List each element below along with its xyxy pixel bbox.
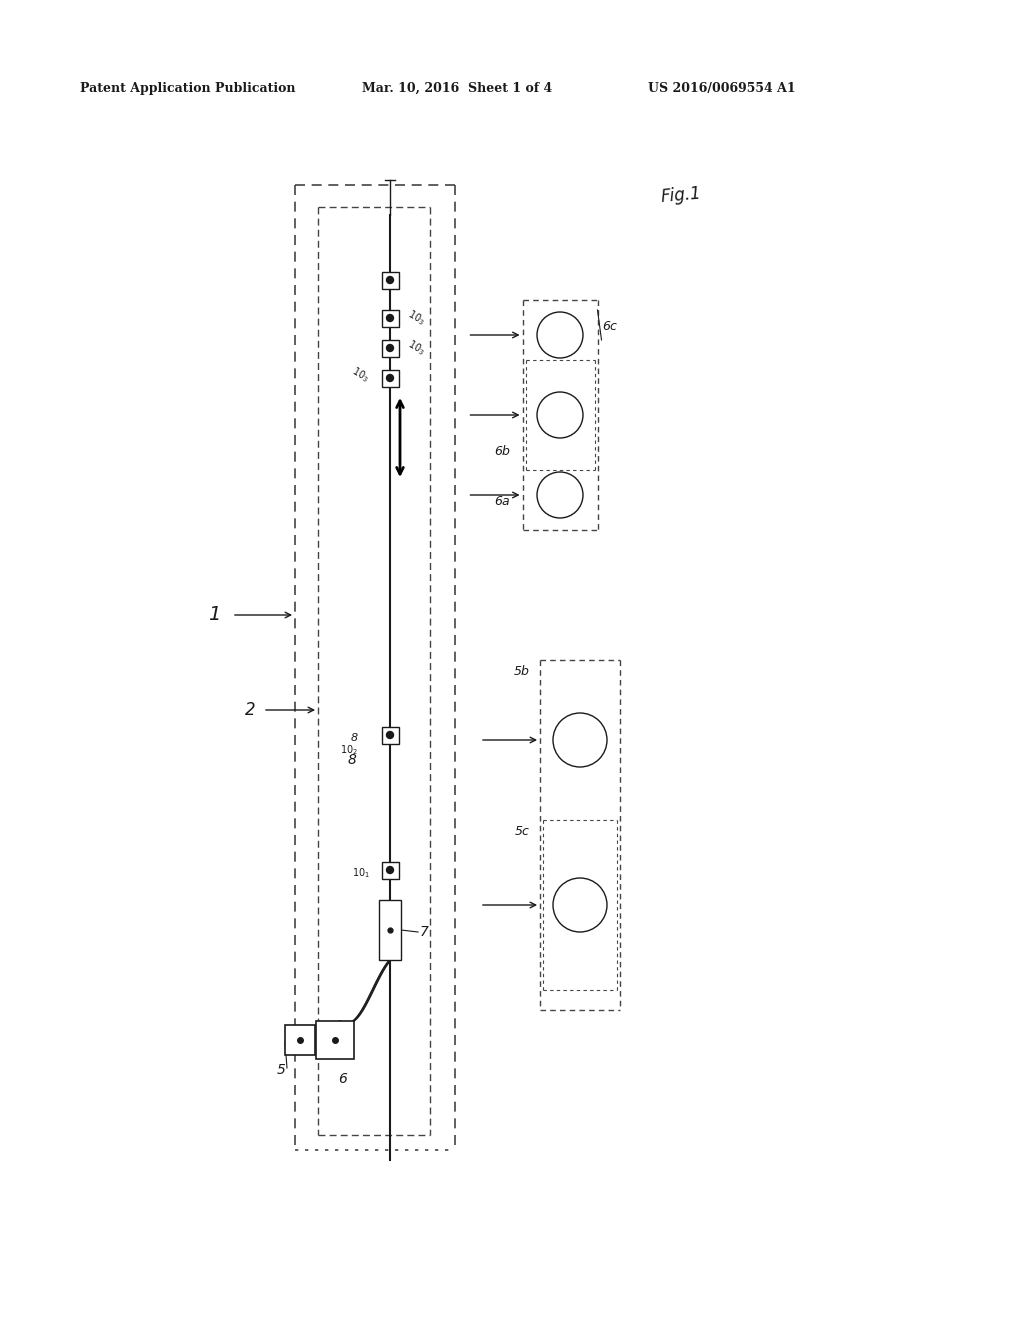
Bar bbox=[285, 1026, 315, 1055]
Text: 6a: 6a bbox=[495, 495, 510, 508]
Circle shape bbox=[386, 731, 393, 738]
Circle shape bbox=[553, 713, 607, 767]
Bar bbox=[379, 900, 401, 960]
Text: 6: 6 bbox=[338, 1072, 347, 1086]
Text: $10_2$: $10_2$ bbox=[340, 743, 358, 756]
Text: 8: 8 bbox=[347, 752, 356, 767]
Circle shape bbox=[386, 345, 393, 351]
Text: $10_3$: $10_3$ bbox=[406, 338, 428, 359]
Circle shape bbox=[386, 314, 393, 322]
Bar bbox=[382, 370, 398, 387]
Text: Fig.1: Fig.1 bbox=[660, 185, 702, 206]
Circle shape bbox=[386, 276, 393, 284]
Text: 6b: 6b bbox=[495, 445, 510, 458]
Bar bbox=[382, 272, 398, 289]
Text: 6c: 6c bbox=[602, 319, 617, 333]
Bar bbox=[316, 1020, 354, 1059]
Text: $10_3$: $10_3$ bbox=[349, 364, 372, 385]
Text: $10_1$: $10_1$ bbox=[352, 866, 370, 880]
Text: Patent Application Publication: Patent Application Publication bbox=[80, 82, 296, 95]
Text: 2: 2 bbox=[246, 701, 256, 719]
Text: 5c: 5c bbox=[515, 825, 530, 838]
Text: 8: 8 bbox=[351, 733, 358, 743]
Circle shape bbox=[386, 866, 393, 874]
Text: Mar. 10, 2016  Sheet 1 of 4: Mar. 10, 2016 Sheet 1 of 4 bbox=[362, 82, 552, 95]
Bar bbox=[382, 726, 398, 743]
Text: 5: 5 bbox=[278, 1063, 286, 1077]
Circle shape bbox=[537, 312, 583, 358]
Text: 1: 1 bbox=[208, 606, 220, 624]
Circle shape bbox=[537, 473, 583, 517]
Bar bbox=[382, 309, 398, 326]
Text: US 2016/0069554 A1: US 2016/0069554 A1 bbox=[648, 82, 796, 95]
Bar bbox=[382, 862, 398, 879]
Bar bbox=[382, 339, 398, 356]
Text: 5b: 5b bbox=[514, 665, 530, 678]
Circle shape bbox=[386, 375, 393, 381]
Text: $10_3$: $10_3$ bbox=[406, 308, 428, 329]
Circle shape bbox=[537, 392, 583, 438]
Circle shape bbox=[553, 878, 607, 932]
Text: 7: 7 bbox=[420, 925, 429, 939]
